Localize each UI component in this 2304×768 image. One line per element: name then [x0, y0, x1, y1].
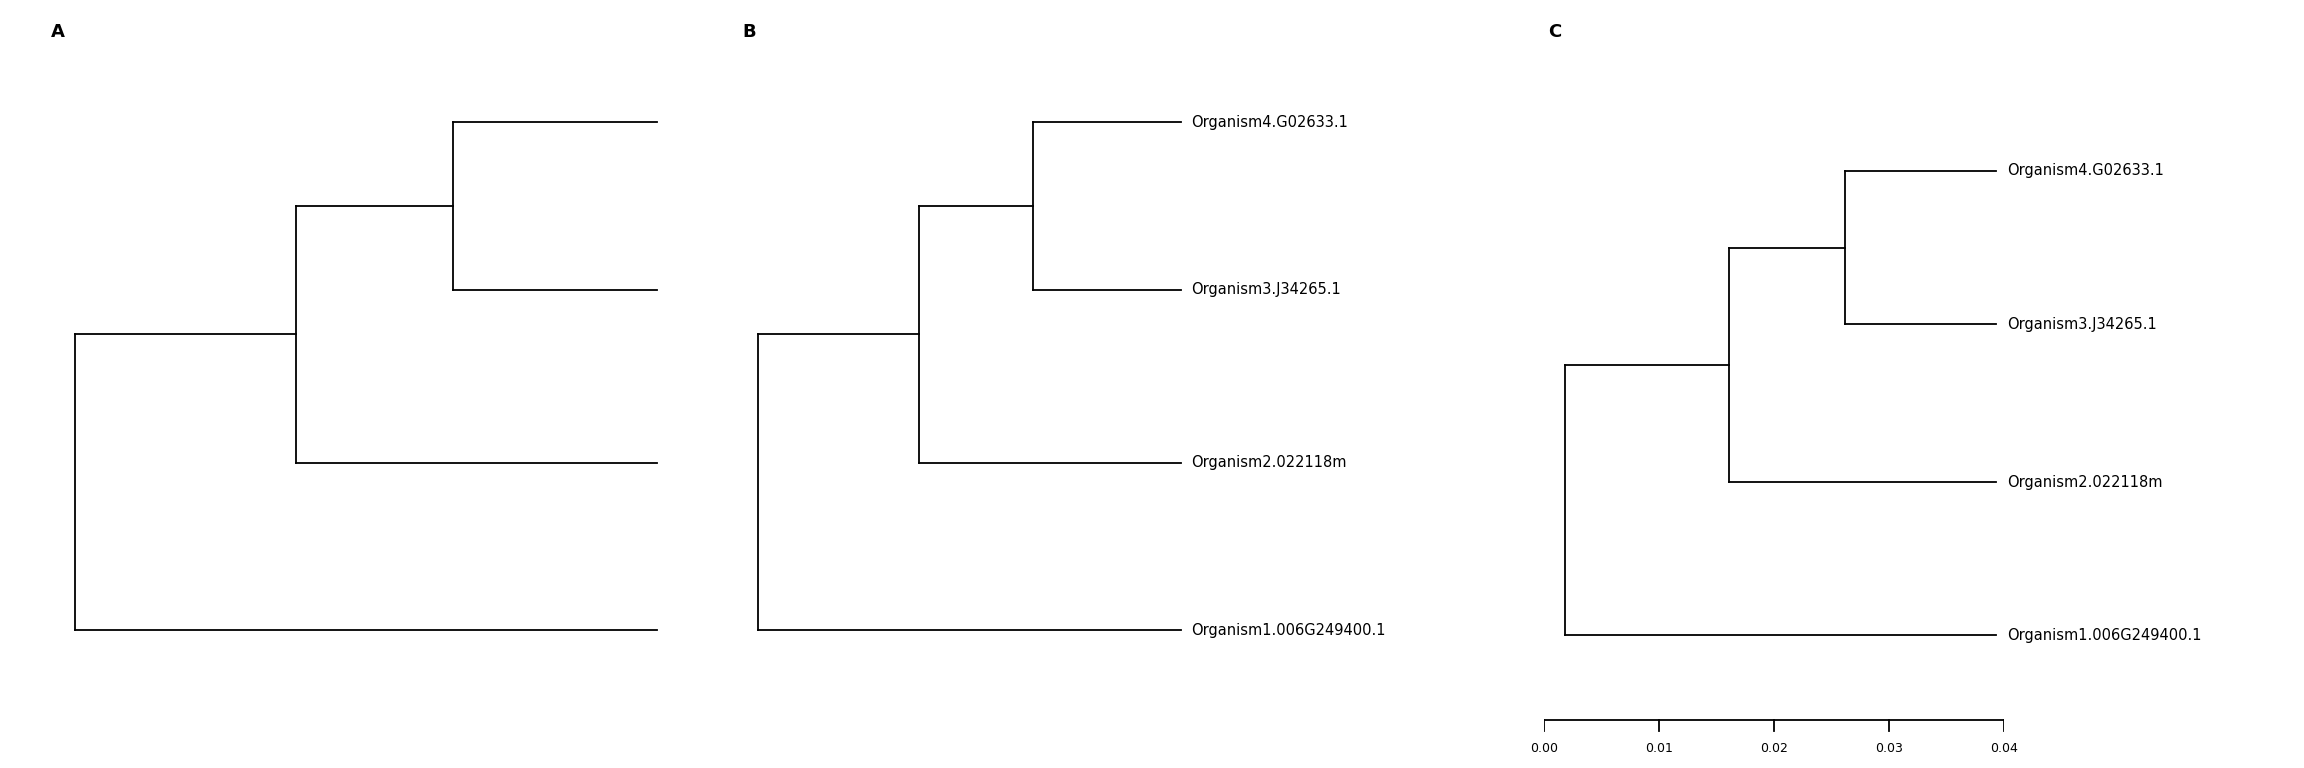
Text: 0.01: 0.01 — [1645, 742, 1673, 754]
Text: Organism2.022118m: Organism2.022118m — [2007, 475, 2161, 490]
Text: Organism1.006G249400.1: Organism1.006G249400.1 — [2007, 628, 2200, 643]
Text: 0.00: 0.00 — [1530, 742, 1558, 754]
Text: Orga: Orga — [670, 283, 707, 297]
Text: C: C — [1548, 23, 1562, 41]
Text: Organism4.G02633.1: Organism4.G02633.1 — [2007, 164, 2163, 178]
Text: Or: Or — [670, 115, 689, 130]
Text: Organism4.G02633.1: Organism4.G02633.1 — [1191, 115, 1348, 130]
Text: Orga: Orga — [670, 455, 707, 470]
Text: A: A — [51, 23, 65, 41]
Text: Organism1.006G249400.1: Organism1.006G249400.1 — [1191, 623, 1387, 637]
Text: Organism3.J34265.1: Organism3.J34265.1 — [2007, 316, 2157, 332]
Text: 0.03: 0.03 — [1875, 742, 1903, 754]
Text: Organism3.J34265.1: Organism3.J34265.1 — [1191, 283, 1341, 297]
Text: 0.02: 0.02 — [1760, 742, 1788, 754]
Text: Or: Or — [670, 623, 689, 637]
Text: 0.04: 0.04 — [1991, 742, 2018, 754]
Text: Organism2.022118m: Organism2.022118m — [1191, 455, 1348, 470]
Text: B: B — [742, 23, 756, 41]
